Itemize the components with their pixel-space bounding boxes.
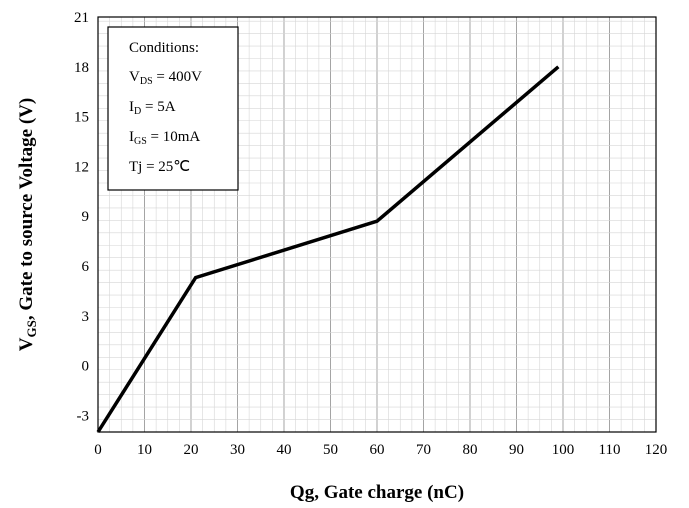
conditions-lines: VDS = 400V ID = 5A IGS = 10mA Tj = 25℃ [129, 69, 202, 175]
series-layer [96, 65, 560, 433]
y-tick-label: 18 [74, 60, 89, 76]
condition-line: IGS = 10mA [129, 129, 200, 147]
y-tick-label: 21 [74, 10, 89, 26]
x-tick-label: 110 [599, 442, 621, 458]
y-tick-label: 0 [82, 359, 90, 375]
x-tick-label: 20 [184, 442, 199, 458]
tick-labels: 0 10 20 30 40 50 60 70 80 90 100 110 120 -3 0 3 6 9 12 15 18… [74, 10, 667, 458]
conditions-box-frame [107, 26, 239, 191]
x-tick-label: 40 [277, 442, 292, 458]
x-tick-label: 80 [463, 442, 478, 458]
x-tick-label: 100 [552, 442, 575, 458]
condition-line: ID = 5A [129, 99, 176, 117]
condition-line: Tj = 25℃ [129, 159, 190, 175]
x-tick-label: 60 [370, 442, 385, 458]
y-tick-label: 6 [82, 259, 90, 275]
y-tick-label: 9 [82, 209, 90, 225]
y-axis-title-subscript: GS [24, 320, 39, 337]
y-tick-label: -3 [77, 408, 90, 424]
x-tick-label: 120 [645, 442, 668, 458]
y-axis-title-main: V [16, 337, 37, 351]
gate-charge-series-line [96, 65, 560, 433]
conditions-legend-box: Conditions: VDS = 400V ID = 5A IGS = 10mA T… [107, 26, 239, 191]
x-tick-label: 50 [323, 442, 338, 458]
conditions-title: Conditions: [129, 40, 199, 56]
y-tick-label: 12 [74, 159, 89, 175]
y-tick-label: 3 [82, 309, 90, 325]
x-axis-title: Qg, Gate charge (nC) [290, 482, 464, 503]
y-axis-title: VGS, Gate to source Voltage (V) [16, 98, 39, 351]
x-tick-label: 0 [94, 442, 102, 458]
x-tick-label: 10 [137, 442, 152, 458]
x-tick-label: 70 [416, 442, 431, 458]
x-tick-label: 30 [230, 442, 245, 458]
y-tick-label: 15 [74, 110, 89, 126]
y-axis-title-rest: , Gate to source Voltage (V) [16, 98, 37, 320]
condition-line: VDS = 400V [129, 69, 202, 87]
x-tick-label: 90 [509, 442, 524, 458]
plot-frame [97, 16, 657, 433]
